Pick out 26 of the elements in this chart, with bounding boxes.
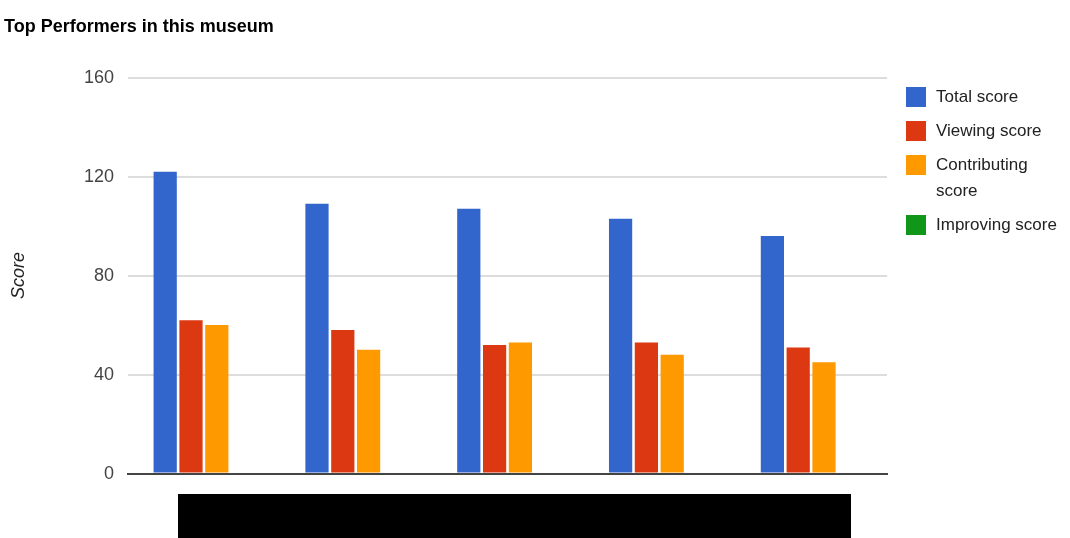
bar	[356, 349, 381, 473]
bar	[331, 330, 355, 473]
y-tick-label: 80	[93, 264, 114, 285]
legend-label: Total score	[936, 86, 1019, 108]
bar	[482, 344, 507, 473]
y-tick-label: 40	[93, 363, 114, 384]
bar	[786, 347, 810, 473]
bar	[634, 342, 659, 473]
bar	[205, 325, 229, 473]
bar	[660, 354, 684, 473]
legend-label: Contributing score	[936, 154, 1029, 202]
chart-title: Top Performers in this museum	[4, 15, 274, 36]
bar	[305, 203, 329, 473]
bar	[760, 236, 784, 473]
bar	[508, 342, 533, 473]
y-axis-title: Score	[7, 252, 28, 300]
bar	[179, 320, 203, 473]
legend-label: Improving score	[936, 214, 1057, 236]
bar	[812, 362, 836, 473]
y-tick-label: 0	[103, 462, 114, 483]
bar	[153, 171, 177, 473]
legend-label: Viewing score	[936, 120, 1042, 142]
bar	[608, 218, 633, 473]
bar	[457, 208, 481, 473]
y-tick-label: 160	[83, 66, 114, 87]
y-tick-label: 120	[83, 165, 114, 186]
